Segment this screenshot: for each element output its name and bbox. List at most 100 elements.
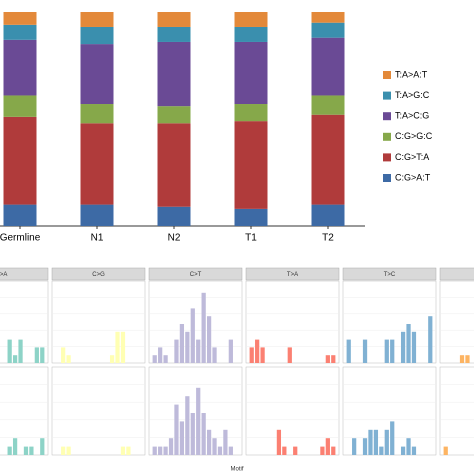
- bar: [61, 446, 66, 455]
- bar: [373, 429, 379, 455]
- strip-label: C>T: [190, 272, 202, 278]
- bar: [66, 355, 71, 363]
- bar: [158, 347, 163, 363]
- bar: [196, 339, 201, 363]
- bar: [190, 413, 195, 455]
- bar: [115, 331, 120, 363]
- legend-label: C:G>T:A: [395, 152, 429, 162]
- bar: [223, 429, 228, 455]
- bar: [212, 347, 217, 363]
- bar: [7, 339, 12, 363]
- bar: [12, 355, 18, 363]
- bar: [190, 308, 195, 363]
- panel: [245, 366, 340, 456]
- bar-segment: [234, 12, 268, 27]
- bar: [362, 339, 368, 363]
- panel: [51, 366, 146, 456]
- bar: [152, 446, 157, 455]
- bar-segment: [3, 12, 37, 25]
- bar: [255, 339, 260, 363]
- bar-segment: [80, 204, 114, 226]
- bar: [379, 446, 384, 455]
- bar-segment: [234, 121, 268, 209]
- legend-swatch: [383, 132, 391, 141]
- bar-segment: [80, 26, 114, 45]
- bar-segment: [157, 26, 191, 42]
- bar: [152, 355, 157, 363]
- legend-label: T:A>C:G: [395, 111, 429, 121]
- bar: [168, 438, 174, 455]
- strip: [439, 267, 474, 281]
- bar-segment: [157, 123, 191, 207]
- bar: [109, 355, 115, 363]
- x-tick-label: N1: [91, 233, 104, 244]
- bar: [40, 438, 45, 455]
- bar: [260, 347, 265, 363]
- bar: [206, 429, 212, 455]
- bar-segment: [234, 208, 268, 226]
- bar: [411, 446, 417, 455]
- bar: [163, 446, 168, 455]
- bar-segment: [80, 104, 114, 124]
- x-tick-label: N2: [168, 233, 181, 244]
- panel: [245, 280, 340, 364]
- panel: [148, 366, 243, 456]
- bar: [201, 413, 206, 455]
- bar: [249, 347, 254, 363]
- strip-label: C>G: [92, 272, 105, 278]
- bar: [362, 438, 368, 455]
- bar: [276, 429, 282, 455]
- legend-swatch: [383, 153, 391, 162]
- bar: [206, 316, 212, 363]
- bar: [29, 446, 34, 455]
- panel: [342, 366, 437, 456]
- legend-swatch: [383, 71, 391, 79]
- legend-label: C:G>G:C: [395, 131, 433, 141]
- strip-label: T>A: [287, 272, 298, 278]
- bar-segment: [311, 12, 345, 23]
- bar: [325, 355, 330, 363]
- bar: [368, 429, 373, 455]
- bar: [325, 438, 330, 455]
- bar-segment: [234, 26, 268, 42]
- bar: [217, 446, 223, 455]
- panel: [439, 366, 474, 456]
- panel: [148, 280, 243, 364]
- bar-segment: [311, 22, 345, 38]
- bar-segment: [311, 37, 345, 96]
- bar: [61, 347, 66, 363]
- panel: [0, 366, 49, 456]
- legend-label: T:A>G:C: [395, 90, 430, 100]
- bar: [120, 446, 126, 455]
- legend-label: T:A>A:T: [395, 69, 428, 79]
- bar: [406, 324, 411, 363]
- bar: [179, 324, 185, 363]
- bar: [459, 355, 465, 363]
- bar: [174, 339, 179, 363]
- bar: [34, 347, 39, 363]
- bar: [428, 316, 433, 363]
- bar: [163, 355, 168, 363]
- bar-segment: [234, 41, 268, 105]
- strip-label: C>A: [0, 272, 7, 278]
- bar: [411, 331, 417, 363]
- bar: [12, 438, 18, 455]
- bar: [212, 438, 217, 455]
- bar: [40, 347, 45, 363]
- bar-segment: [3, 204, 37, 226]
- bar: [126, 446, 131, 455]
- bar-segment: [3, 24, 37, 40]
- bar-segment: [157, 12, 191, 27]
- bar: [18, 339, 23, 363]
- bar-segment: [157, 106, 191, 124]
- bar: [400, 331, 406, 363]
- bar: [158, 446, 163, 455]
- bar: [390, 421, 395, 455]
- strip: [342, 267, 437, 281]
- bar: [23, 446, 29, 455]
- bar: [346, 339, 351, 363]
- bar: [465, 355, 470, 363]
- bar-segment: [311, 204, 345, 226]
- x-tick-label: Germline: [0, 233, 41, 244]
- panel: [439, 280, 474, 364]
